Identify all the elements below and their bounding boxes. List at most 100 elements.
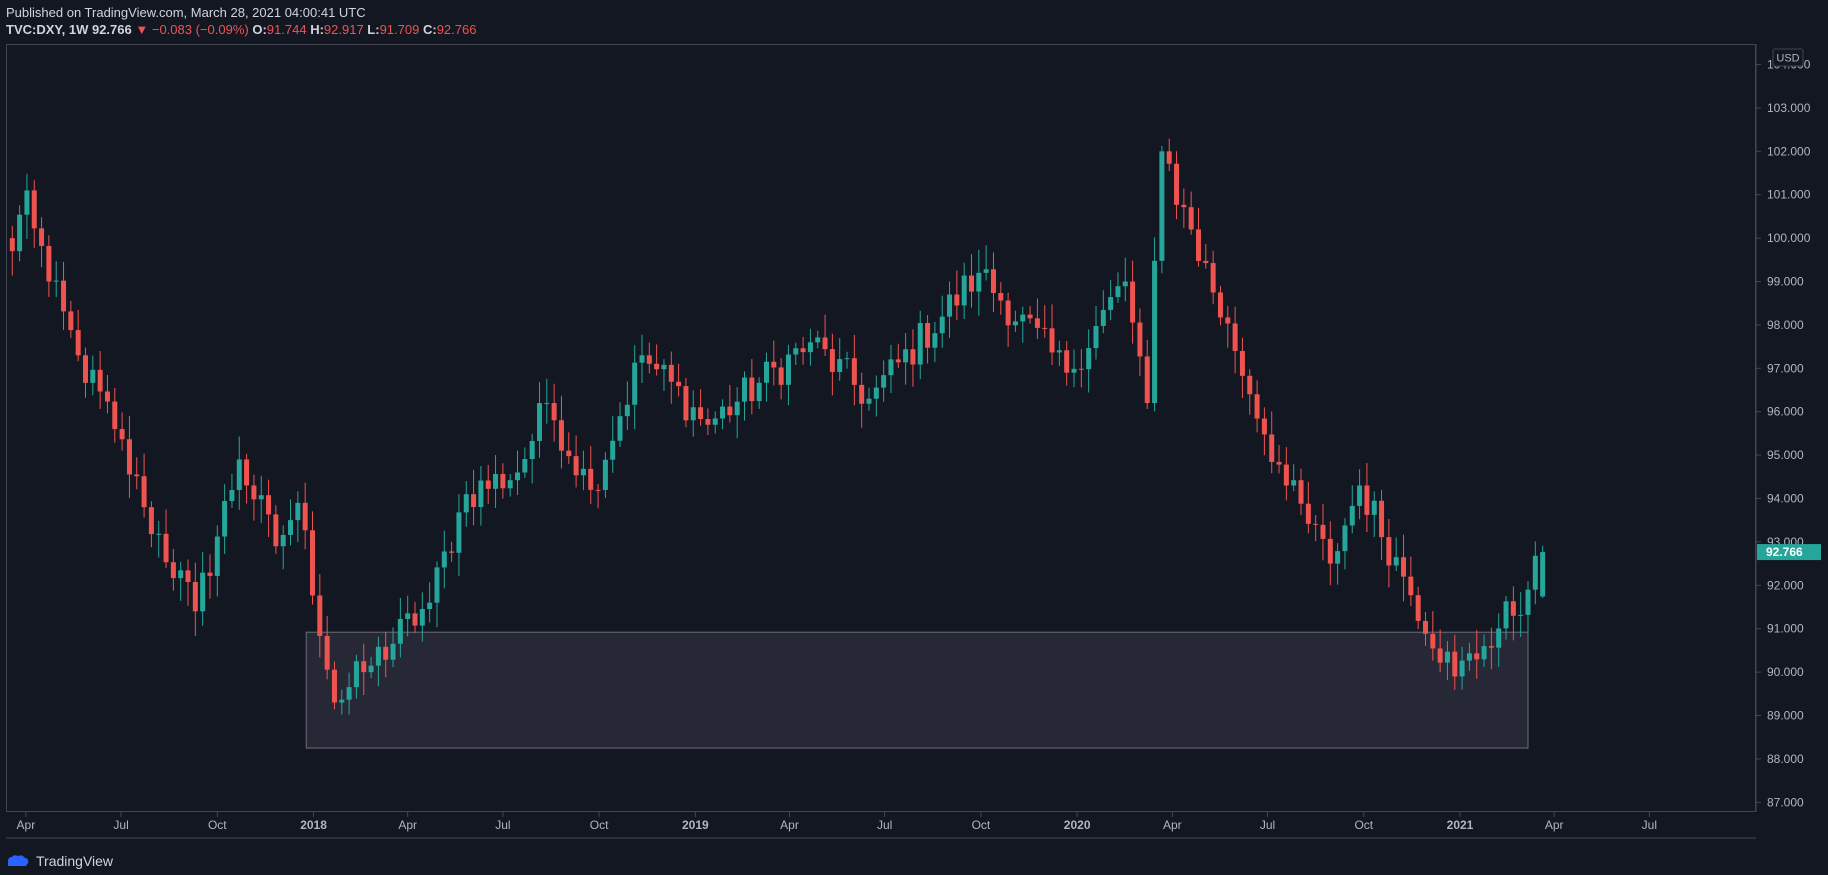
candle[interactable] <box>624 381 630 430</box>
candle[interactable] <box>1291 464 1297 492</box>
candle[interactable] <box>1144 339 1150 410</box>
candle[interactable] <box>1422 611 1428 646</box>
candle[interactable] <box>690 390 696 437</box>
candle[interactable] <box>1086 329 1092 393</box>
candle[interactable] <box>119 412 125 451</box>
candle[interactable] <box>1181 188 1187 228</box>
candle[interactable] <box>851 334 857 406</box>
candle[interactable] <box>1064 341 1070 386</box>
candle[interactable] <box>969 254 975 308</box>
candle[interactable] <box>1247 369 1253 415</box>
candle[interactable] <box>873 375 879 417</box>
candle[interactable] <box>617 402 623 448</box>
support-zone-rect[interactable] <box>305 631 1529 749</box>
candle[interactable] <box>800 336 806 365</box>
candle[interactable] <box>1217 285 1223 326</box>
candle[interactable] <box>807 328 813 366</box>
candle[interactable] <box>39 217 45 268</box>
candle[interactable] <box>990 252 996 313</box>
candle[interactable] <box>53 261 59 297</box>
candle[interactable] <box>1503 595 1509 640</box>
footer-brand[interactable]: TradingView <box>6 853 113 869</box>
symbol-label[interactable]: TVC:DXY, 1W <box>6 22 89 37</box>
candle[interactable] <box>1510 586 1516 641</box>
candle[interactable] <box>317 574 323 658</box>
candle[interactable] <box>412 601 418 634</box>
candle[interactable] <box>976 249 982 316</box>
candle[interactable] <box>529 433 535 484</box>
candle[interactable] <box>595 484 601 509</box>
candle[interactable] <box>1342 518 1348 570</box>
candle[interactable] <box>46 235 52 297</box>
candle[interactable] <box>654 344 660 376</box>
candle[interactable] <box>273 505 279 554</box>
candle[interactable] <box>1459 646 1465 690</box>
candle[interactable] <box>1496 613 1502 667</box>
candle[interactable] <box>397 597 403 658</box>
candle[interactable] <box>368 656 374 679</box>
candle[interactable] <box>449 541 455 562</box>
candle[interactable] <box>610 416 616 473</box>
candle[interactable] <box>866 387 872 411</box>
candle[interactable] <box>815 330 821 349</box>
candle[interactable] <box>427 582 433 623</box>
candle[interactable] <box>763 352 769 402</box>
candle[interactable] <box>1115 272 1121 303</box>
candle[interactable] <box>1137 308 1143 377</box>
candle[interactable] <box>134 457 140 490</box>
candle[interactable] <box>361 643 367 696</box>
candle[interactable] <box>1437 629 1443 673</box>
candle[interactable] <box>405 595 411 637</box>
candle[interactable] <box>551 383 557 442</box>
candle[interactable] <box>1210 250 1216 305</box>
candle[interactable] <box>1371 491 1377 537</box>
last-candle[interactable] <box>1540 545 1546 598</box>
candle[interactable] <box>676 363 682 397</box>
candle[interactable] <box>1100 290 1106 334</box>
candle[interactable] <box>185 559 191 606</box>
candle[interactable] <box>859 372 865 428</box>
candle[interactable] <box>822 314 828 356</box>
candle[interactable] <box>932 321 938 363</box>
candle[interactable] <box>1518 592 1524 637</box>
candle[interactable] <box>463 481 469 527</box>
candle[interactable] <box>1305 481 1311 534</box>
candle[interactable] <box>646 342 652 374</box>
candle[interactable] <box>1474 629 1480 679</box>
candle[interactable] <box>1049 304 1055 366</box>
candle[interactable] <box>353 654 359 699</box>
candle[interactable] <box>331 661 337 710</box>
candle[interactable] <box>1188 191 1194 235</box>
candle[interactable] <box>375 636 381 687</box>
candle[interactable] <box>1166 138 1172 172</box>
candle[interactable] <box>756 377 762 409</box>
candle[interactable] <box>141 453 147 518</box>
candle[interactable] <box>1078 349 1084 388</box>
candle[interactable] <box>785 344 791 406</box>
candle[interactable] <box>961 262 967 320</box>
candle[interactable] <box>493 455 499 509</box>
candle[interactable] <box>1364 462 1370 533</box>
candle[interactable] <box>419 592 425 642</box>
candle[interactable] <box>1313 515 1319 542</box>
candle[interactable] <box>1261 407 1267 456</box>
candle[interactable] <box>112 387 118 443</box>
candle[interactable] <box>1225 305 1231 348</box>
candle[interactable] <box>515 450 521 496</box>
candle[interactable] <box>229 473 235 508</box>
candle[interactable] <box>683 377 689 428</box>
candle[interactable] <box>1481 634 1487 667</box>
candle[interactable] <box>1276 445 1282 474</box>
candle[interactable] <box>837 338 843 381</box>
candle[interactable] <box>1152 237 1158 412</box>
candle[interactable] <box>1122 257 1128 302</box>
candle[interactable] <box>97 351 103 409</box>
candle[interactable] <box>346 672 352 715</box>
candle[interactable] <box>668 351 674 404</box>
candle[interactable] <box>9 225 15 276</box>
candle[interactable] <box>75 309 81 362</box>
candle[interactable] <box>720 399 726 430</box>
candle[interactable] <box>478 466 484 526</box>
candle[interactable] <box>1034 298 1040 339</box>
candle[interactable] <box>712 411 718 434</box>
